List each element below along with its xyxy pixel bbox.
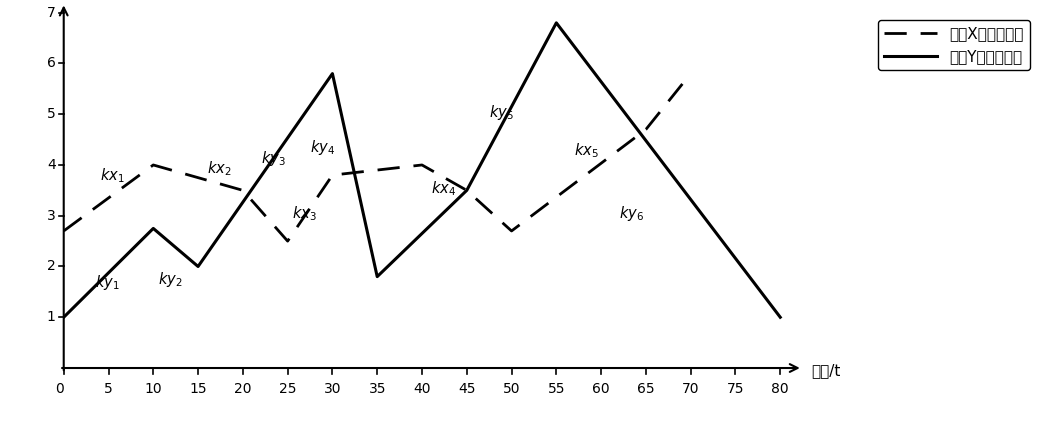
Text: $kx_4$: $kx_4$ [431,179,456,198]
Text: $kx_1$: $kx_1$ [100,167,124,185]
折线X及斜率表示 [639,127,652,132]
Text: $ky_1$: $ky_1$ [96,273,120,292]
Text: 时间/t: 时间/t [811,363,841,378]
Text: 0: 0 [55,382,64,396]
Text: 25: 25 [279,382,296,396]
Text: 10: 10 [144,382,162,396]
Text: 15: 15 [189,382,207,396]
Text: 5: 5 [47,107,55,121]
折线X及斜率表示 [684,71,697,76]
Text: 6: 6 [47,56,55,71]
Text: 7: 7 [47,5,55,20]
Text: $ky_5$: $ky_5$ [490,103,514,122]
折线Y及斜率表示 [461,188,474,193]
Text: $ky_4$: $ky_4$ [310,138,335,157]
Legend: 折线X及斜率表示, 折线Y及斜率表示: 折线X及斜率表示, 折线Y及斜率表示 [877,20,1030,70]
Text: 3: 3 [47,209,55,223]
Text: 1: 1 [47,310,55,324]
Text: 55: 55 [548,382,565,396]
Text: 70: 70 [682,382,700,396]
折线Y及斜率表示 [326,71,339,76]
Text: $ky_2$: $ky_2$ [158,270,183,289]
Text: 40: 40 [413,382,431,396]
Text: 45: 45 [458,382,476,396]
Text: 4: 4 [47,158,55,172]
Text: 60: 60 [593,382,610,396]
Text: 65: 65 [637,382,654,396]
折线X及斜率表示 [237,188,250,193]
折线X及斜率表示 [281,239,294,244]
Text: 2: 2 [47,259,55,274]
Text: 75: 75 [726,382,744,396]
折线X及斜率表示 [326,173,339,178]
折线X及斜率表示 [461,188,474,193]
折线X及斜率表示 [415,162,428,168]
Text: $kx_5$: $kx_5$ [575,141,599,160]
Text: $ky_3$: $ky_3$ [261,148,286,168]
折线Y及斜率表示 [192,264,205,269]
Text: 80: 80 [771,382,789,396]
折线Y及斜率表示 [147,226,159,231]
Text: 5: 5 [104,382,113,396]
折线Y及斜率表示 [371,274,383,279]
Text: 20: 20 [234,382,252,396]
Text: 30: 30 [324,382,341,396]
折线Y及斜率表示 [57,315,70,320]
Text: 50: 50 [502,382,520,396]
Line: 折线X及斜率表示: 折线X及斜率表示 [64,74,690,241]
折线X及斜率表示 [147,162,159,168]
折线X及斜率表示 [506,228,518,233]
折线X及斜率表示 [57,228,70,233]
折线Y及斜率表示 [550,20,563,25]
Text: 35: 35 [369,382,386,396]
折线Y及斜率表示 [774,315,787,320]
Text: $kx_3$: $kx_3$ [292,205,316,223]
Text: $ky_6$: $ky_6$ [619,204,644,223]
Text: $kx_2$: $kx_2$ [207,159,232,178]
Line: 折线Y及斜率表示: 折线Y及斜率表示 [64,23,781,317]
